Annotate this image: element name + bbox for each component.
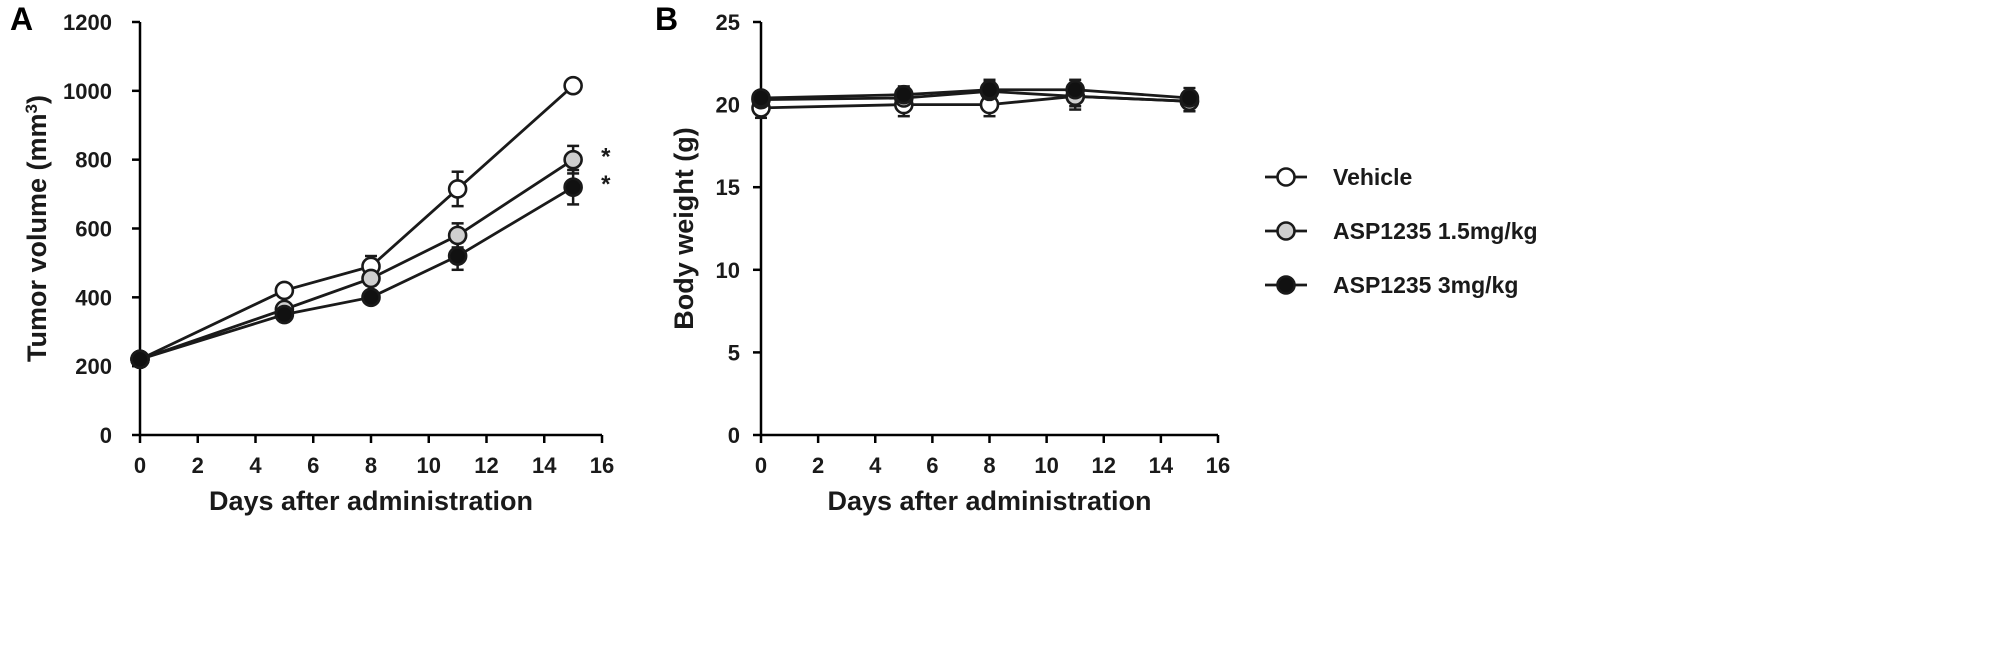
x-tick-label: 10 [1034, 453, 1058, 478]
panel-b: B 0 5 10 15 20 25 0 2 4 6 8 10 12 14 16 Days after admin… [655, 1, 1230, 516]
y-tick-label: 5 [728, 340, 740, 365]
x-axis-title: Days after administration [209, 486, 533, 516]
x-tick-label: 0 [134, 453, 146, 478]
y-tick-label: 20 [716, 93, 740, 118]
data-point [563, 177, 583, 197]
y-tick-label: 15 [716, 175, 740, 200]
x-tick-label: 16 [590, 453, 614, 478]
x-tick-label: 8 [365, 453, 377, 478]
x-tick-label: 14 [1149, 453, 1174, 478]
y-axis-title: Body weight (g) [669, 127, 699, 329]
data-point [361, 287, 381, 308]
x-tick-label: 6 [926, 453, 938, 478]
panel-letter: A [10, 1, 33, 37]
panel-letter: B [655, 1, 678, 37]
legend-label: ASP1235 1.5mg/kg [1333, 218, 1538, 244]
y-tick-label: 1000 [63, 79, 112, 104]
legend-marker [1276, 275, 1296, 295]
y-tick-label: 200 [75, 354, 112, 379]
y-tick-label: 0 [100, 423, 112, 448]
data-point [563, 149, 583, 170]
y-tick-label: 10 [716, 258, 740, 283]
x-tick-label: 8 [983, 453, 995, 478]
y-tick-label: 400 [75, 285, 112, 310]
x-tick-label: 0 [755, 453, 767, 478]
legend-marker [1276, 167, 1296, 187]
x-tick-label: 4 [249, 453, 262, 478]
x-axis-title: Days after administration [827, 486, 1151, 516]
data-point [563, 75, 583, 96]
x-tick-label: 2 [192, 453, 204, 478]
significance-star: * [601, 171, 611, 198]
y-tick-label: 800 [75, 148, 112, 173]
data-point [447, 225, 468, 246]
x-tick-label: 6 [307, 453, 319, 478]
y-tick-label: 25 [716, 10, 740, 35]
data-point [1179, 88, 1200, 108]
legend-label: ASP1235 3mg/kg [1333, 272, 1518, 298]
y-tick-label: 600 [75, 217, 112, 242]
data-point [1065, 79, 1085, 100]
data-point [751, 88, 771, 108]
x-tick-label: 12 [1092, 453, 1116, 478]
legend-label: Vehicle [1333, 164, 1412, 190]
data-point [447, 246, 468, 266]
series-line [139, 185, 574, 361]
panel-a: A 0 200 400 600 800 1000 1200 0 2 4 6 8 10 12 14 16 Days … [10, 1, 614, 516]
data-point [894, 84, 914, 105]
significance-star: * [601, 144, 611, 171]
y-axis-title-superscript: 3 [22, 104, 41, 113]
y-tick-label: 1200 [63, 10, 112, 35]
legend: Vehicle ASP1235 1.5mg/kg ASP1235 3mg/kg [1265, 164, 1538, 298]
y-axis-title: Tumor volume (mm3) [22, 95, 53, 362]
x-tick-label: 16 [1206, 453, 1230, 478]
x-tick-label: 10 [417, 453, 441, 478]
data-point [130, 349, 150, 370]
x-tick-label: 14 [532, 453, 557, 478]
data-point [447, 179, 468, 199]
data-point [979, 79, 1000, 100]
x-tick-label: 2 [812, 453, 824, 478]
data-point [274, 280, 295, 301]
x-tick-label: 12 [474, 453, 498, 478]
y-tick-label: 0 [728, 423, 740, 448]
data-point [274, 304, 295, 325]
x-tick-label: 4 [869, 453, 882, 478]
series-line [139, 84, 575, 361]
legend-marker [1276, 221, 1296, 241]
data-point [361, 268, 381, 289]
